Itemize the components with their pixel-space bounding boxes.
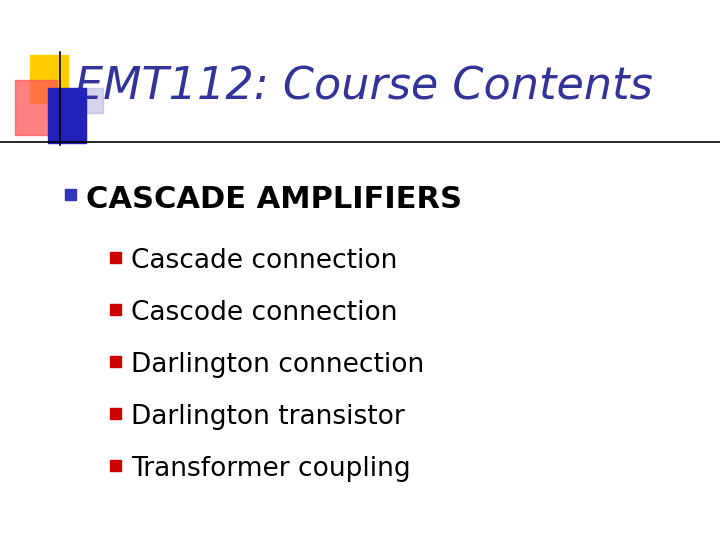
- Text: Cascade connection: Cascade connection: [131, 248, 397, 274]
- Bar: [110, 304, 121, 315]
- Text: Darlington transistor: Darlington transistor: [131, 404, 405, 430]
- Bar: [110, 408, 121, 419]
- Bar: [30, 55, 68, 103]
- Text: Cascode connection: Cascode connection: [131, 300, 397, 326]
- Bar: [110, 356, 121, 367]
- Bar: [48, 88, 86, 143]
- Text: EMT112: Course Contents: EMT112: Course Contents: [75, 65, 653, 108]
- Bar: [110, 460, 121, 471]
- Text: Transformer coupling: Transformer coupling: [131, 456, 410, 482]
- Bar: [65, 189, 76, 200]
- Text: Darlington connection: Darlington connection: [131, 352, 424, 378]
- Bar: [48, 88, 103, 113]
- Bar: [110, 252, 121, 263]
- Bar: [15, 80, 57, 135]
- Text: CASCADE AMPLIFIERS: CASCADE AMPLIFIERS: [86, 185, 462, 214]
